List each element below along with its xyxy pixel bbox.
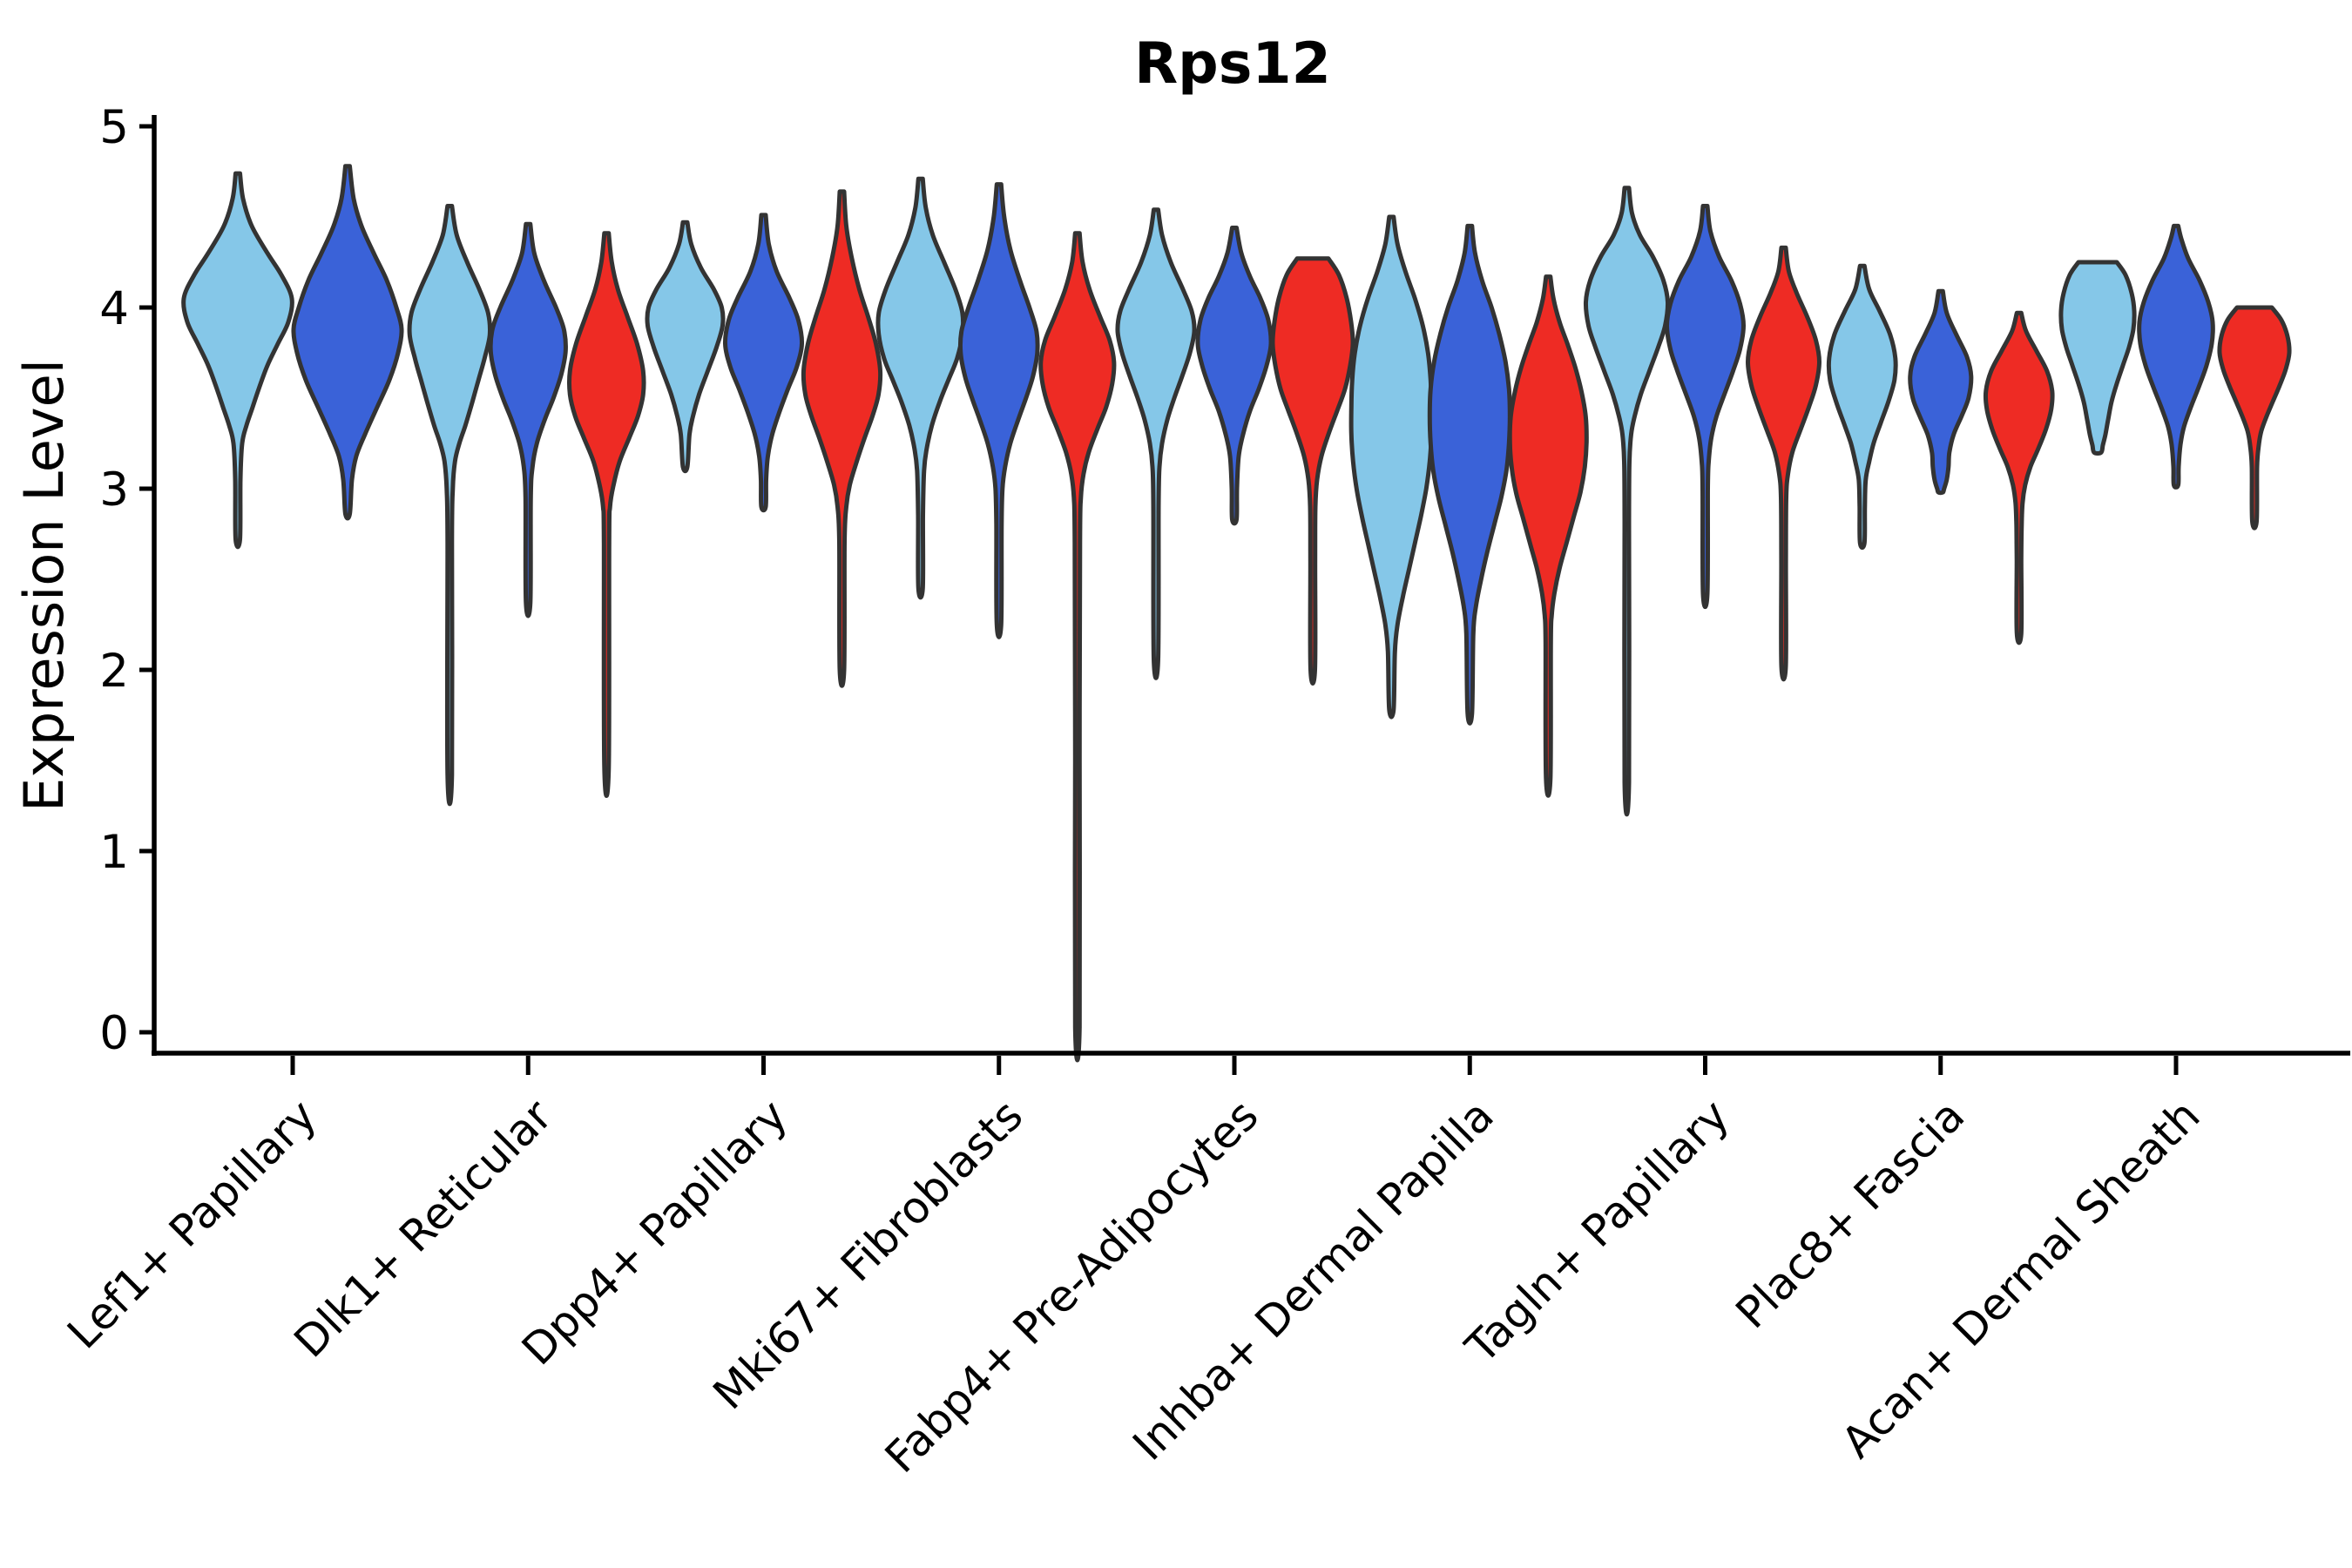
x-tick-label: Plac8+ Fascia bbox=[1727, 1090, 1975, 1338]
violin-group7-royalblue bbox=[1665, 204, 1746, 610]
violin-group6-skyblue bbox=[1348, 214, 1434, 720]
violin-group9-skyblue bbox=[2058, 260, 2137, 456]
chart-title: Rps12 bbox=[1134, 31, 1331, 97]
violin-group5-skyblue bbox=[1115, 207, 1197, 680]
violin-group9-red bbox=[2217, 305, 2292, 531]
violin-group4-skyblue bbox=[875, 176, 966, 600]
violin-group2-skyblue bbox=[407, 204, 493, 807]
violin-group6-red bbox=[1507, 274, 1589, 798]
violin-group7-skyblue bbox=[1583, 186, 1671, 817]
violin-group6-royalblue bbox=[1427, 223, 1512, 726]
violin-group5-red bbox=[1270, 256, 1355, 686]
violin-group5-royalblue bbox=[1195, 226, 1274, 526]
x-tick-label: Fabp4+ Pre-Adipocytes bbox=[875, 1090, 1268, 1483]
violin-group2-royalblue bbox=[488, 221, 568, 618]
violin-group8-red bbox=[1983, 310, 2055, 645]
x-tick-label: Dlk1+ Reticular bbox=[285, 1090, 562, 1367]
violin-group9-royalblue bbox=[2137, 223, 2215, 490]
violin-group4-red bbox=[1038, 231, 1117, 1063]
y-tick-label: 2 bbox=[99, 645, 129, 698]
violin-group3-skyblue bbox=[645, 220, 726, 474]
x-tick-label: Tagln+ Papillary bbox=[1456, 1090, 1739, 1373]
violins-layer bbox=[181, 164, 2292, 1063]
violin-group7-red bbox=[1746, 245, 1821, 682]
y-axis-ticks: 0 1 2 3 4 5 bbox=[99, 101, 154, 1060]
violin-group2-red bbox=[566, 231, 646, 799]
y-tick-label: 0 bbox=[99, 1007, 129, 1060]
x-tick-label: Lef1+ Papillary bbox=[57, 1090, 326, 1358]
violin-group8-skyblue bbox=[1826, 263, 1898, 551]
y-tick-label: 1 bbox=[99, 826, 129, 879]
violin-group1-skyblue bbox=[181, 171, 294, 550]
y-axis-label: Expression Level bbox=[12, 359, 76, 812]
violin-group3-royalblue bbox=[722, 213, 805, 513]
violin-group4-royalblue bbox=[957, 182, 1040, 639]
violin-group8-royalblue bbox=[1908, 288, 1974, 496]
violin-group3-red bbox=[801, 189, 883, 688]
y-tick-label: 3 bbox=[99, 463, 129, 517]
y-tick-label: 4 bbox=[99, 282, 129, 335]
violin-group1-royalblue bbox=[291, 164, 404, 521]
y-tick-label: 5 bbox=[99, 101, 129, 154]
